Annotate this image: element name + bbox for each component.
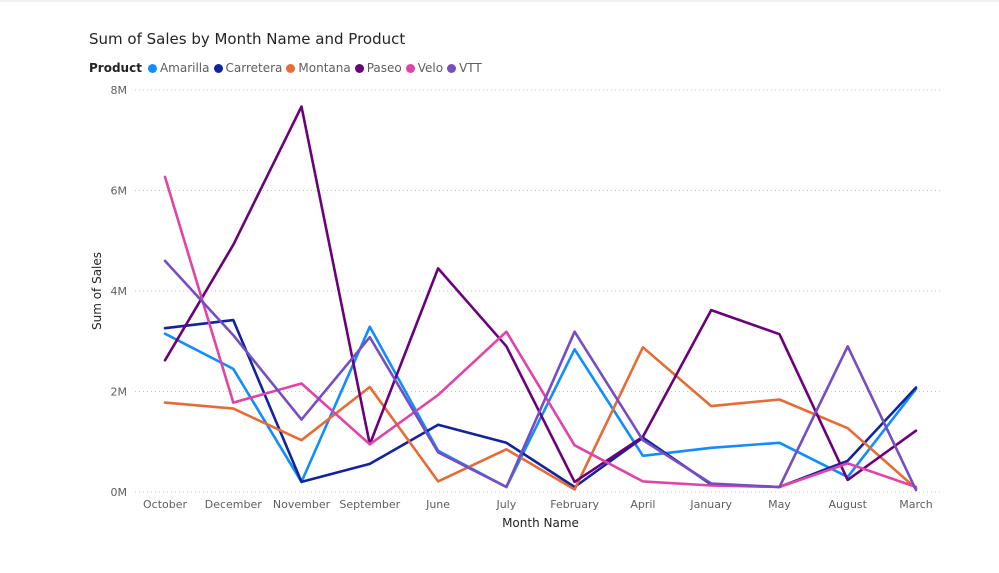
series-line-amarilla[interactable] <box>163 325 918 489</box>
legend-item-vtt[interactable]: VTT <box>447 61 482 75</box>
legend-label: Paseo <box>366 61 402 75</box>
legend-marker <box>354 63 364 73</box>
y-tick-label: 2M <box>111 386 128 399</box>
legend-marker <box>286 63 296 73</box>
legend-label: Velo <box>417 61 444 75</box>
x-tick-label: August <box>828 498 867 511</box>
legend-item-paseo[interactable]: Paseo <box>354 61 402 75</box>
legend-title: Product <box>89 61 142 75</box>
legend-label: VTT <box>459 61 482 75</box>
x-tick-label: February <box>550 498 599 511</box>
x-tick-label: January <box>689 498 732 511</box>
x-tick-label: November <box>273 498 331 511</box>
legend-marker <box>405 63 415 73</box>
y-axis-title: Sum of Sales <box>90 252 104 330</box>
top-divider <box>0 0 999 2</box>
legend-marker <box>147 63 157 73</box>
x-tick-label: October <box>143 498 187 511</box>
y-tick-label: 8M <box>111 84 128 97</box>
series-line-vtt[interactable] <box>163 259 918 492</box>
x-tick-label: April <box>630 498 655 511</box>
series-line-velo[interactable] <box>163 175 918 489</box>
x-tick-label: May <box>768 498 791 511</box>
x-tick-label: July <box>495 498 516 511</box>
legend-item-velo[interactable]: Velo <box>405 61 444 75</box>
legend-item-montana[interactable]: Montana <box>286 61 351 75</box>
series-line-paseo[interactable] <box>163 105 918 484</box>
legend-label: Carretera <box>225 61 283 75</box>
series-line-montana[interactable] <box>163 345 918 491</box>
legend[interactable]: Product Amarilla Carretera Montana Paseo Vel… <box>89 60 486 76</box>
legend-item-amarilla[interactable]: Amarilla <box>147 61 210 75</box>
legend-item-carretera[interactable]: Carretera <box>213 61 283 75</box>
legend-marker <box>447 63 457 73</box>
x-tick-label: September <box>339 498 400 511</box>
x-tick-label: December <box>205 498 263 511</box>
series-line-carretera[interactable] <box>163 318 918 489</box>
legend-marker <box>213 63 223 73</box>
x-axis-title: Month Name <box>502 516 579 530</box>
legend-label: Montana <box>298 61 351 75</box>
chart-title: Sum of Sales by Month Name and Product <box>89 30 406 48</box>
y-tick-label: 6M <box>111 185 128 198</box>
legend-label: Amarilla <box>159 61 210 75</box>
y-tick-label: 4M <box>111 285 128 298</box>
y-tick-label: 0M <box>111 486 128 499</box>
x-tick-label: June <box>425 498 450 511</box>
x-tick-label: March <box>899 498 933 511</box>
